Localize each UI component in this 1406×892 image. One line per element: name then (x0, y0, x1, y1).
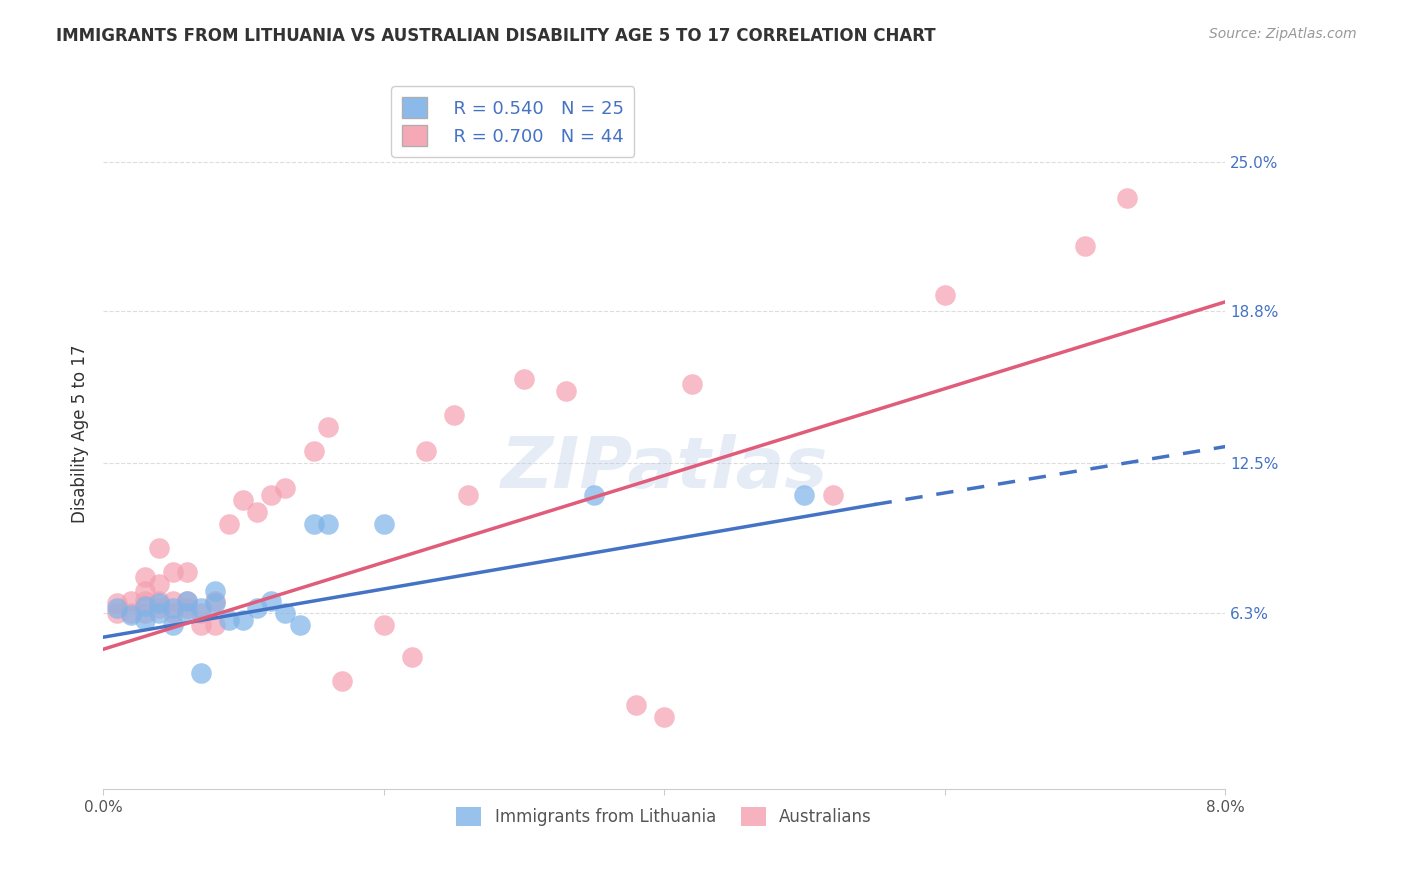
Point (204, 584, 226, 599)
Point (373, 618, 395, 632)
Point (134, 613, 156, 627)
Point (555, 384, 578, 398)
Point (652, 710, 675, 724)
Point (302, 516, 325, 531)
Point (148, 606, 170, 620)
Point (232, 613, 254, 627)
Point (120, 594, 142, 608)
Point (162, 594, 184, 608)
Point (134, 570, 156, 584)
Point (190, 606, 212, 620)
Point (513, 372, 536, 386)
Point (105, 596, 128, 610)
Point (246, 601, 269, 615)
Point (204, 596, 226, 610)
Point (105, 601, 128, 615)
Point (162, 618, 184, 632)
Point (316, 420, 339, 434)
Point (373, 516, 395, 531)
Legend: Immigrants from Lithuania, Australians: Immigrants from Lithuania, Australians (449, 798, 880, 834)
Point (583, 488, 606, 502)
Point (218, 516, 240, 531)
Point (148, 594, 170, 608)
Point (134, 594, 156, 608)
Point (302, 444, 325, 458)
Point (134, 599, 156, 613)
Point (105, 606, 128, 620)
Point (274, 481, 297, 495)
Point (162, 601, 184, 615)
Text: Source: ZipAtlas.com: Source: ZipAtlas.com (1209, 27, 1357, 41)
Point (1116, 191, 1139, 205)
Point (204, 594, 226, 608)
Point (274, 606, 297, 620)
Point (204, 618, 226, 632)
Point (120, 606, 142, 620)
Point (176, 606, 198, 620)
Point (148, 541, 170, 555)
Point (134, 606, 156, 620)
Text: IMMIGRANTS FROM LITHUANIA VS AUSTRALIAN DISABILITY AGE 5 TO 17 CORRELATION CHART: IMMIGRANTS FROM LITHUANIA VS AUSTRALIAN … (56, 27, 936, 45)
Y-axis label: Disability Age 5 to 17: Disability Age 5 to 17 (72, 344, 89, 523)
Point (316, 516, 339, 531)
Point (162, 606, 184, 620)
Point (232, 492, 254, 507)
Point (288, 618, 311, 632)
Point (681, 376, 703, 391)
Point (821, 488, 844, 502)
Point (415, 444, 437, 458)
Point (793, 488, 815, 502)
Point (1074, 239, 1097, 253)
Point (176, 594, 198, 608)
Point (190, 601, 212, 615)
Point (176, 565, 198, 579)
Point (148, 601, 170, 615)
Point (624, 698, 647, 712)
Point (443, 409, 465, 423)
Point (134, 584, 156, 599)
Point (148, 596, 170, 610)
Point (246, 505, 269, 519)
Text: ZIPatlas: ZIPatlas (501, 434, 828, 503)
Point (401, 649, 423, 664)
Point (176, 594, 198, 608)
Point (457, 488, 479, 502)
Point (330, 673, 353, 688)
Point (120, 608, 142, 623)
Point (934, 287, 956, 301)
Point (190, 666, 212, 681)
Point (176, 601, 198, 615)
Point (260, 488, 283, 502)
Point (162, 565, 184, 579)
Point (218, 613, 240, 627)
Point (190, 618, 212, 632)
Point (260, 594, 283, 608)
Point (148, 577, 170, 591)
